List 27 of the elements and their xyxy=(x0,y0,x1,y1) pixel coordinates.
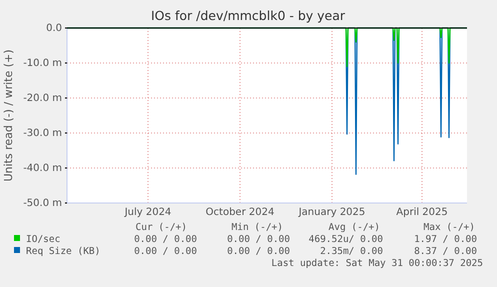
y-axis-title: Units read (-) / write (+) xyxy=(2,49,15,182)
y-tick-label: -30.0 m xyxy=(23,128,62,140)
text: 469.52u/ 0.00 xyxy=(308,234,384,245)
x-tick-label: October 2024 xyxy=(206,207,274,218)
x-tick-label: April 2025 xyxy=(396,207,448,218)
y-tick-label: -50.0 m xyxy=(23,198,62,210)
x-tick-label: January 2025 xyxy=(298,207,366,218)
y-tick-label: -20.0 m xyxy=(23,93,62,104)
text: 2.35m/ 0.00 xyxy=(320,246,384,257)
y-tick-label: 0.0 xyxy=(46,23,62,34)
chart-title: IOs for /dev/mmcblk0 - by year xyxy=(150,8,346,23)
legend-label: Req Size (KB) xyxy=(26,246,100,257)
y-tick-label: -10.0 m xyxy=(23,58,62,70)
text: 0.00 / 0.00 xyxy=(134,246,198,257)
legend-label: IO/sec xyxy=(26,234,60,245)
text: Avg (-/+) xyxy=(328,222,380,233)
text: 0.00 / 0.00 xyxy=(227,234,290,245)
y-tick-label: -40.0 m xyxy=(23,163,62,174)
x-tick-label: July 2024 xyxy=(124,207,172,218)
text: Cur (-/+) xyxy=(136,222,187,233)
text: Max (-/+) xyxy=(424,222,475,233)
text: Last update: Sat May 31 00:00:37 2025 xyxy=(271,258,483,269)
text: Min (-/+) xyxy=(232,222,283,233)
text: 8.37 / 0.00 xyxy=(414,246,478,257)
text: 1.97 / 0.00 xyxy=(414,234,478,245)
text: 0.00 / 0.00 xyxy=(134,234,198,245)
text: 0.00 / 0.00 xyxy=(227,246,290,257)
